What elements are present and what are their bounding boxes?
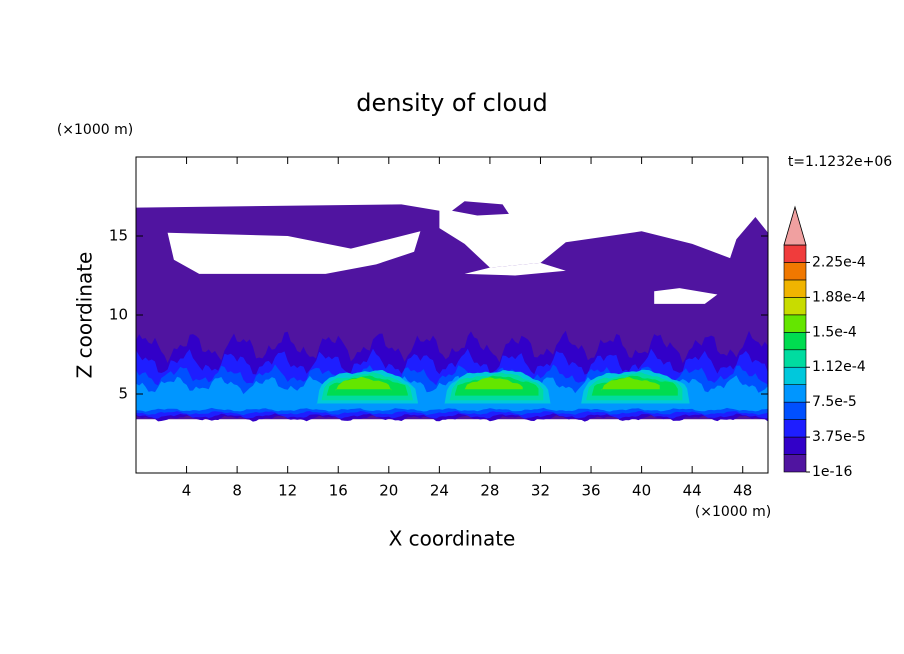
x-tick-label: 12 [278, 482, 297, 500]
x-tick-label: 40 [632, 482, 651, 500]
colorbar-band [783, 297, 807, 316]
colorbar-band [783, 366, 807, 385]
x-tick-label: 36 [581, 482, 600, 500]
x-tick-label: 32 [531, 482, 550, 500]
colorbar-band [783, 314, 807, 333]
no-cloud [464, 262, 566, 276]
colorbar-band [783, 262, 807, 281]
y-tick-label: 5 [118, 385, 128, 403]
colorbar-band [783, 244, 807, 263]
colorbar-band [783, 401, 807, 420]
colorbar-label: 2.25e-4 [812, 254, 866, 270]
colorbar-band [783, 349, 807, 368]
colorbar-label: 1.5e-4 [812, 324, 857, 340]
y-tick-label: 15 [109, 227, 128, 245]
no-cloud [654, 288, 718, 304]
y-tick-label: 10 [109, 306, 128, 324]
colorbar-band [783, 279, 807, 298]
x-tick-label: 48 [733, 482, 752, 500]
x-tick-label: 20 [379, 482, 398, 500]
colorbar-band [783, 454, 807, 473]
x-tick-label: 24 [430, 482, 449, 500]
contour-region [452, 201, 509, 216]
colorbar-label: 1.88e-4 [812, 289, 866, 305]
colorbar-band [783, 436, 807, 455]
contour-region [601, 377, 660, 391]
x-tick-label: 8 [232, 482, 242, 500]
annotation: t=1.1232e+06 [788, 154, 892, 170]
contour-region [335, 376, 392, 391]
x-tick-label: 16 [329, 482, 348, 500]
x-unit: (×1000 m) [695, 504, 771, 520]
colorbar-label: 1e-16 [812, 464, 852, 480]
x-tick-label: 28 [480, 482, 499, 500]
colorbar-band [783, 384, 807, 403]
contour-region [464, 377, 523, 390]
x-tick-label: 44 [683, 482, 702, 500]
y-axis-label: Z coordinate [73, 252, 97, 379]
x-axis-label: X coordinate [389, 527, 516, 551]
colorbar-overflow [783, 205, 807, 246]
field [136, 201, 768, 422]
chart-title: density of cloud [356, 89, 547, 117]
colorbar-band [783, 419, 807, 438]
y-unit: (×1000 m) [57, 122, 133, 138]
colorbar-band [783, 332, 807, 351]
colorbar-label: 1.12e-4 [812, 359, 866, 375]
colorbar-label: 3.75e-5 [812, 429, 866, 445]
x-tick-label: 4 [182, 482, 192, 500]
no-cloud [167, 231, 421, 274]
colorbar-label: 7.5e-5 [812, 394, 857, 410]
